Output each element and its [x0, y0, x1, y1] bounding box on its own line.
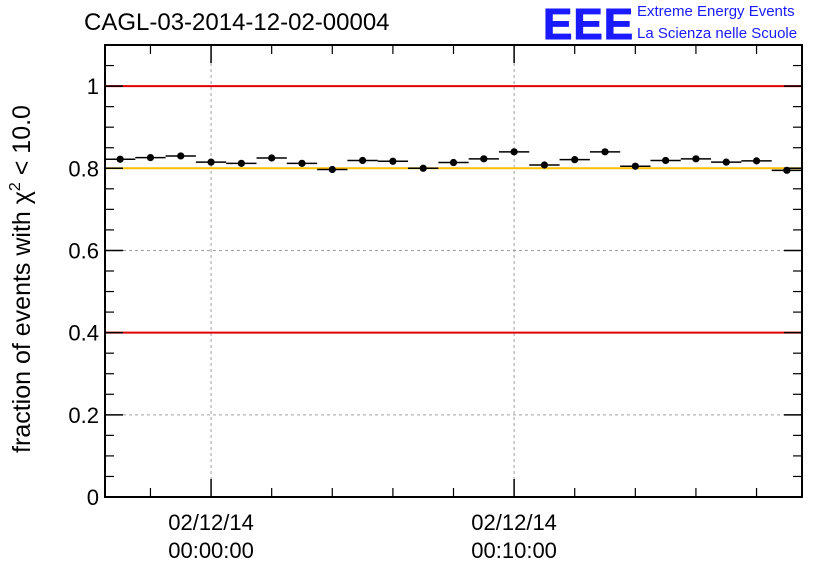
eee-logo: EEE Extreme Energy Events La Scienza nel… [542, 0, 833, 49]
x-tick-time-label: 00:10:00 [471, 538, 557, 563]
data-point [722, 158, 730, 166]
plot-frame [104, 44, 803, 498]
data-point [237, 159, 245, 167]
y-axis-label: fraction of events with χ2 < 10.0 [7, 105, 36, 453]
data-point [389, 157, 397, 165]
logo-line-2: La Scienza nelle Scuole [637, 25, 798, 42]
data-points [105, 148, 802, 174]
axis-labels: 0 0.2 0.4 0.6 0.8 1 02/12/14 00:00:00 02/12/14 00… [68, 74, 557, 563]
y-tick-label: 1 [87, 74, 99, 99]
data-point [146, 153, 155, 162]
data-point [298, 159, 306, 167]
x-tick-date-label: 02/12/14 [471, 510, 557, 535]
x-tick-date-label: 02/12/14 [168, 510, 254, 535]
data-point [419, 164, 427, 172]
y-tick-label: 0.6 [68, 238, 99, 263]
logo-line-1: Extreme Energy Events [637, 3, 795, 20]
data-point [510, 148, 518, 156]
data-point [783, 166, 791, 174]
x-tick-time-label: 00:00:00 [168, 538, 254, 563]
data-point [207, 158, 215, 166]
y-tick-label: 0.2 [68, 403, 99, 428]
data-point [328, 165, 336, 174]
data-point [116, 155, 124, 163]
y-tick-label: 0.4 [68, 321, 99, 346]
data-point [540, 161, 549, 169]
reference-lines [105, 85, 802, 334]
data-point [268, 154, 276, 162]
data-point [177, 152, 185, 160]
data-point [631, 162, 639, 170]
data-point [358, 156, 367, 165]
axis-ticks [105, 45, 802, 498]
data-point [692, 155, 700, 163]
grid-layer [105, 45, 802, 497]
data-point [449, 158, 458, 167]
data-point [662, 156, 670, 165]
y-tick-label: 0.8 [68, 156, 99, 181]
data-point [480, 155, 488, 163]
y-tick-label: 0 [87, 485, 99, 510]
logo-mark: EEE [542, 0, 635, 49]
data-point [752, 157, 761, 165]
data-point [571, 156, 579, 164]
chart-title: CAGL-03-2014-12-02-00004 [84, 9, 390, 36]
data-point [601, 148, 609, 156]
